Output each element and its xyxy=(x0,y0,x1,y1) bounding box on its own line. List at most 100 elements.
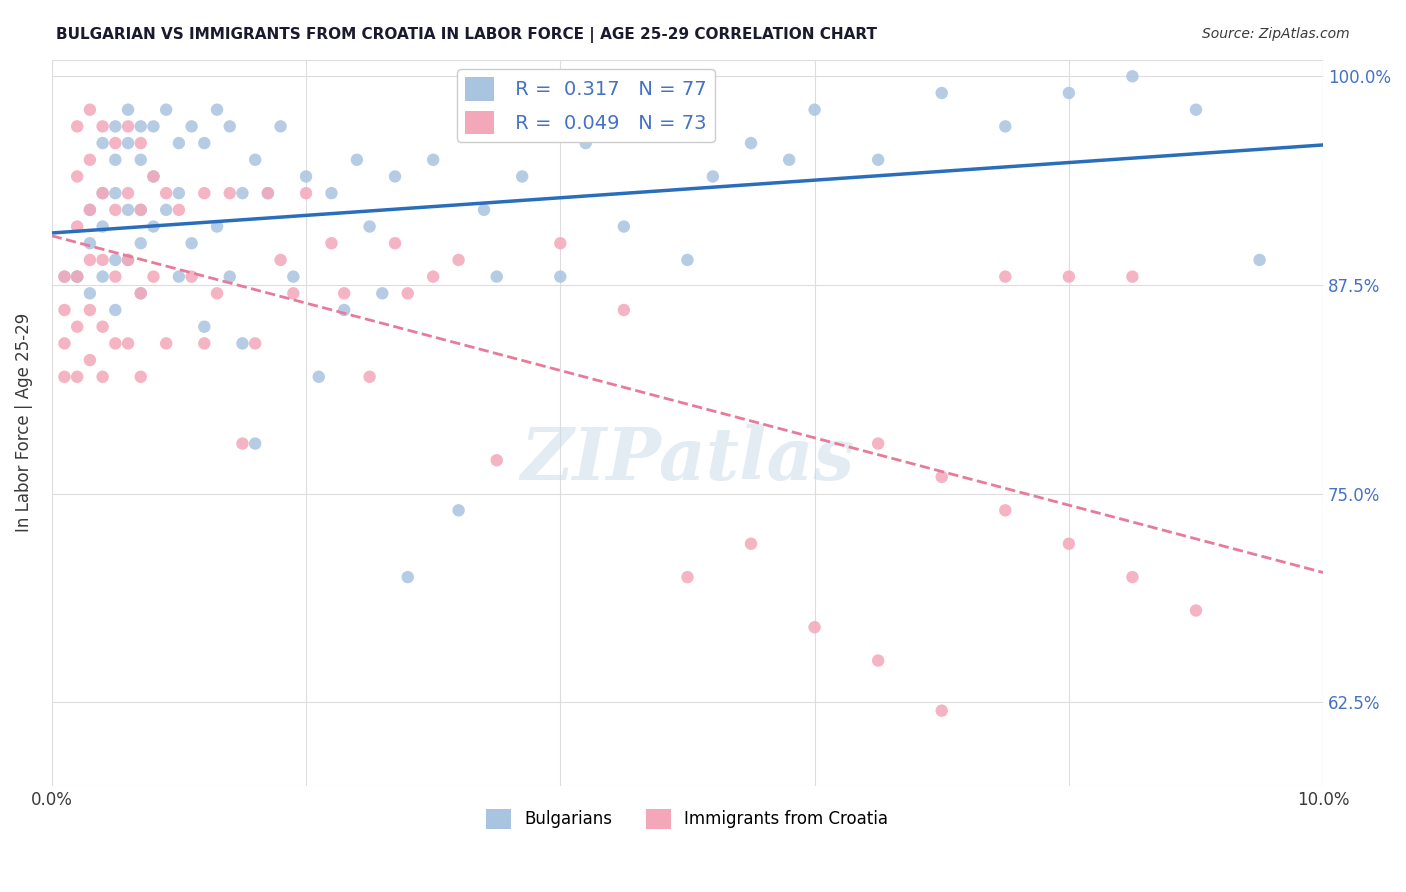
Point xyxy=(676,252,699,267)
Point xyxy=(53,336,76,351)
Point xyxy=(321,236,343,251)
Point xyxy=(167,136,190,150)
Point xyxy=(218,186,240,201)
Point xyxy=(295,186,318,201)
Point xyxy=(79,303,101,318)
Point xyxy=(129,369,152,384)
Point xyxy=(167,269,190,284)
Point xyxy=(117,186,139,201)
Point xyxy=(66,169,89,184)
Point xyxy=(447,252,470,267)
Point xyxy=(142,169,165,184)
Point xyxy=(218,269,240,284)
Point xyxy=(1185,603,1208,617)
Point xyxy=(1185,103,1208,117)
Point xyxy=(91,136,114,150)
Point xyxy=(1249,252,1271,267)
Point xyxy=(79,353,101,368)
Point xyxy=(79,103,101,117)
Point xyxy=(371,286,394,301)
Point xyxy=(129,286,152,301)
Y-axis label: In Labor Force | Age 25-29: In Labor Force | Age 25-29 xyxy=(15,313,32,533)
Point xyxy=(868,153,890,167)
Point xyxy=(1121,570,1143,584)
Point xyxy=(422,153,444,167)
Point xyxy=(129,236,152,251)
Point xyxy=(359,219,381,234)
Point xyxy=(396,570,419,584)
Point xyxy=(485,453,508,467)
Legend: Bulgarians, Immigrants from Croatia: Bulgarians, Immigrants from Croatia xyxy=(479,802,896,836)
Point xyxy=(79,236,101,251)
Point xyxy=(321,186,343,201)
Point xyxy=(91,369,114,384)
Point xyxy=(472,202,495,217)
Point xyxy=(66,269,89,284)
Point xyxy=(79,286,101,301)
Point xyxy=(180,120,202,134)
Point xyxy=(117,252,139,267)
Point xyxy=(231,436,253,450)
Point xyxy=(740,537,762,551)
Point xyxy=(155,336,177,351)
Point xyxy=(333,286,356,301)
Point xyxy=(994,269,1017,284)
Point xyxy=(167,186,190,201)
Point xyxy=(384,169,406,184)
Point xyxy=(129,153,152,167)
Point xyxy=(104,269,127,284)
Point xyxy=(129,202,152,217)
Text: BULGARIAN VS IMMIGRANTS FROM CROATIA IN LABOR FORCE | AGE 25-29 CORRELATION CHAR: BULGARIAN VS IMMIGRANTS FROM CROATIA IN … xyxy=(56,27,877,43)
Point xyxy=(180,236,202,251)
Point xyxy=(117,136,139,150)
Point xyxy=(180,269,202,284)
Point xyxy=(79,202,101,217)
Point xyxy=(142,269,165,284)
Point xyxy=(778,153,800,167)
Point xyxy=(142,120,165,134)
Point xyxy=(66,369,89,384)
Point xyxy=(129,202,152,217)
Point xyxy=(117,120,139,134)
Point xyxy=(117,336,139,351)
Point xyxy=(740,136,762,150)
Point xyxy=(257,186,280,201)
Point xyxy=(66,319,89,334)
Point xyxy=(104,252,127,267)
Point xyxy=(359,369,381,384)
Point xyxy=(257,186,280,201)
Point xyxy=(510,169,533,184)
Point xyxy=(651,120,673,134)
Point xyxy=(1121,269,1143,284)
Point xyxy=(702,169,724,184)
Point xyxy=(129,136,152,150)
Point xyxy=(384,236,406,251)
Point xyxy=(931,470,953,484)
Point xyxy=(66,269,89,284)
Point xyxy=(79,153,101,167)
Point xyxy=(447,503,470,517)
Point xyxy=(91,186,114,201)
Point xyxy=(91,319,114,334)
Point xyxy=(676,570,699,584)
Point xyxy=(1057,537,1080,551)
Point xyxy=(91,120,114,134)
Point xyxy=(1121,70,1143,84)
Point xyxy=(104,186,127,201)
Point xyxy=(1057,269,1080,284)
Point xyxy=(104,303,127,318)
Point xyxy=(104,336,127,351)
Point xyxy=(231,186,253,201)
Point xyxy=(91,269,114,284)
Point xyxy=(931,704,953,718)
Point xyxy=(155,202,177,217)
Point xyxy=(104,136,127,150)
Point xyxy=(193,319,215,334)
Point xyxy=(117,103,139,117)
Point xyxy=(117,252,139,267)
Point xyxy=(243,436,266,450)
Point xyxy=(295,169,318,184)
Point xyxy=(422,269,444,284)
Point xyxy=(91,252,114,267)
Point xyxy=(550,236,572,251)
